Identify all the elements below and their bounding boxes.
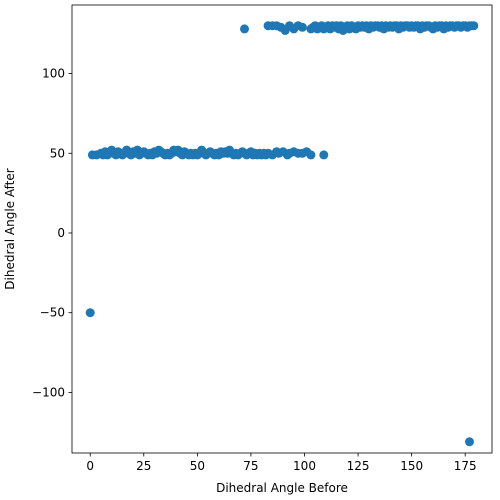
data-point xyxy=(465,437,474,447)
data-point xyxy=(297,22,307,32)
data-point xyxy=(469,21,479,31)
x-tick-label: 125 xyxy=(347,459,370,473)
data-points xyxy=(85,21,479,447)
y-tick-label: 0 xyxy=(57,226,65,240)
y-tick-label: −50 xyxy=(40,306,65,320)
data-point xyxy=(319,150,329,160)
x-tick-label: 175 xyxy=(454,459,477,473)
x-axis-label: Dihedral Angle Before xyxy=(216,481,348,495)
x-tick-label: 50 xyxy=(190,459,205,473)
x-tick-label: 150 xyxy=(400,459,423,473)
data-point xyxy=(85,308,95,318)
data-point xyxy=(240,24,249,34)
y-axis-label: Dihedral Angle After xyxy=(3,168,17,289)
x-tick-label: 25 xyxy=(136,459,151,473)
data-point xyxy=(306,150,316,160)
y-tick-label: 100 xyxy=(42,67,65,81)
y-axis-ticks: −100 −50 0 50 100 xyxy=(32,67,72,399)
plot-frame xyxy=(71,4,493,454)
x-axis-ticks: 0 25 50 75 100 125 150 175 xyxy=(86,453,477,473)
x-tick-label: 0 xyxy=(86,459,94,473)
y-tick-label: −100 xyxy=(32,385,65,399)
y-tick-label: 50 xyxy=(50,146,65,160)
x-tick-label: 75 xyxy=(243,459,258,473)
x-tick-label: 100 xyxy=(293,459,316,473)
